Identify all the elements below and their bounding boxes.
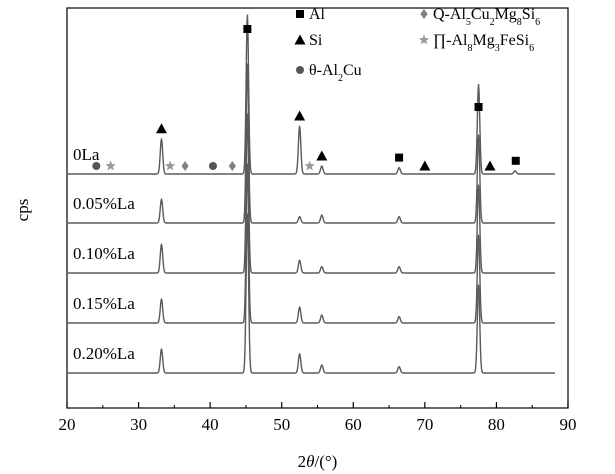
legend-label-part: Mg bbox=[473, 32, 495, 49]
phase-marker-theta-Al2Cu-5 bbox=[209, 162, 218, 170]
legend-marker-Si bbox=[294, 34, 306, 45]
series-line-1 bbox=[67, 63, 556, 224]
legend-label-part: FeSi bbox=[500, 32, 530, 49]
series-label-0: 0La bbox=[73, 145, 100, 164]
phase-marker-Si-10 bbox=[316, 150, 328, 161]
series-label-4: 0.20%La bbox=[73, 344, 135, 363]
legend-marker-Q-Al5Cu2Mg8Si6 bbox=[420, 9, 428, 19]
legend-label-part: Cu bbox=[471, 6, 490, 23]
x-axis-title-part: /(°) bbox=[315, 452, 338, 471]
x-tick-label-40: 40 bbox=[202, 415, 219, 434]
y-axis-title: cps bbox=[13, 199, 32, 222]
legend-marker-Al bbox=[296, 10, 304, 18]
phase-marker-Si-8 bbox=[294, 110, 306, 121]
phase-marker-pi-Al8Mg3FeSi6-3 bbox=[164, 160, 176, 171]
phase-marker-Al-14 bbox=[474, 103, 483, 111]
x-tick-label-50: 50 bbox=[273, 415, 290, 434]
series-line-3 bbox=[67, 163, 556, 324]
legend-label-part: 3 bbox=[495, 43, 500, 54]
legend-label-part: ∏-Al bbox=[433, 32, 468, 49]
legend-label-part: Si bbox=[309, 32, 323, 49]
phase-marker-Q-Al5Cu2Mg8Si6-4 bbox=[181, 161, 189, 171]
phase-marker-Si-12 bbox=[419, 160, 431, 171]
legend-label-Al: Al bbox=[309, 6, 326, 23]
legend-label-part: 8 bbox=[468, 43, 473, 54]
legend-label-part: 6 bbox=[535, 17, 540, 28]
legend-label-part: 2 bbox=[490, 17, 495, 28]
phase-marker-layer bbox=[92, 25, 520, 171]
legend-label-pi-Al8Mg3FeSi6: ∏-Al8Mg3FeSi6 bbox=[433, 32, 534, 54]
x-tick-label-60: 60 bbox=[345, 415, 362, 434]
phase-marker-Q-Al5Cu2Mg8Si6-6 bbox=[228, 161, 236, 171]
legend-label-part: Al bbox=[309, 6, 326, 23]
phase-marker-Al-7 bbox=[243, 25, 252, 33]
x-axis-title-part: θ bbox=[306, 452, 314, 471]
series-line-0 bbox=[67, 14, 556, 175]
legend-label-part: θ-Al bbox=[309, 62, 339, 79]
legend-marker-pi-Al8Mg3FeSi6 bbox=[418, 34, 430, 45]
legend-label-part: 8 bbox=[517, 17, 522, 28]
legend-label-part: 2 bbox=[338, 73, 343, 84]
series-layer: 0La 0.05%La 0.10%La 0.15%La 0.20%La bbox=[67, 14, 556, 374]
x-axis-title-part: 2 bbox=[298, 452, 307, 471]
phase-marker-Si-2 bbox=[155, 123, 167, 134]
series-label-1: 0.05%La bbox=[73, 194, 135, 213]
x-tick-label-30: 30 bbox=[130, 415, 147, 434]
phase-marker-theta-Al2Cu-0 bbox=[92, 162, 101, 170]
series-label-2: 0.10%La bbox=[73, 244, 135, 263]
phase-marker-Al-15 bbox=[511, 156, 520, 165]
x-tick-label-20: 20 bbox=[59, 415, 76, 434]
x-tick-label-90: 90 bbox=[560, 415, 577, 434]
legend-label-theta-Al2Cu: θ-Al2Cu bbox=[309, 62, 362, 84]
series-line-2 bbox=[67, 113, 556, 274]
legend-marker-theta-Al2Cu bbox=[296, 66, 304, 74]
phase-marker-pi-Al8Mg3FeSi6-1 bbox=[105, 160, 116, 171]
legend-label-part: Cu bbox=[343, 62, 362, 79]
legend-label-Si: Si bbox=[309, 32, 323, 49]
series-line-4 bbox=[67, 213, 556, 374]
legend-label-Q-Al5Cu2Mg8Si6: Q-Al5Cu2Mg8Si6 bbox=[433, 6, 540, 28]
x-axis-title: 2θ/(°) bbox=[298, 452, 338, 471]
phase-marker-Si-13 bbox=[484, 160, 496, 171]
legend-label-part: Q-Al bbox=[433, 6, 466, 23]
legend-label-part: Si bbox=[522, 6, 536, 23]
legend-label-part: 6 bbox=[529, 43, 534, 54]
series-label-3: 0.15%La bbox=[73, 294, 135, 313]
x-tick-label-80: 80 bbox=[488, 415, 505, 434]
phase-marker-pi-Al8Mg3FeSi6-9 bbox=[304, 160, 315, 171]
legend-label-part: 5 bbox=[466, 17, 471, 28]
legend-label-part: Mg bbox=[495, 6, 517, 23]
x-tick-label-70: 70 bbox=[416, 415, 433, 434]
phase-marker-Al-11 bbox=[395, 153, 404, 162]
